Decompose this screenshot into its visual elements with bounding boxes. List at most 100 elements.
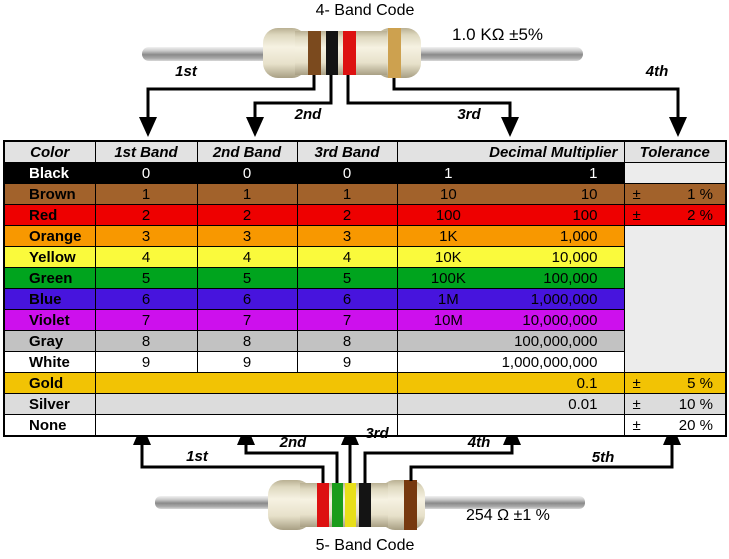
bottom-arrow-5th-line [409,442,674,481]
table-row-blue: Blue 6 6 6 1M 1,000,000 [3,288,726,310]
bottom-arrow-label-3rd: 3rd [365,425,389,442]
multiplier-cell: 10 10 [396,183,625,205]
multiplier-values: 0.01 [398,395,623,414]
header-band1: 1st Band [94,140,198,163]
tolerance-cell: ±1 % [623,183,727,205]
color-name-cell: Brown [3,183,96,205]
color-name-cell: Green [3,267,96,289]
band-value-cell: 0 [196,162,298,184]
band-value-cell: 1 [196,183,298,205]
tolerance-percent: 1 % [687,185,713,203]
color-code-table: Color 1st Band 2nd Band 3rd Band Decimal… [3,140,727,437]
color-name-cell: None [3,414,96,437]
multiplier-long-value: 10,000,000 [522,311,598,329]
top-arrowhead-1st [139,117,157,137]
top-arrow-1st-line [146,75,316,120]
bottom-resistor-band-brown [404,480,417,530]
color-name-cell: Gray [3,330,96,352]
table-row-gray: Gray 8 8 8 100,000,000 [3,330,726,352]
color-name-cell: Gold [3,372,96,394]
top-arrowhead-2nd [246,117,264,137]
band-value-cell: 3 [296,225,398,247]
top-arrow-label-2nd: 2nd [294,106,322,123]
tolerance-percent: 20 % [678,416,713,434]
bottom-resistor-band-yellow [345,483,356,527]
bottom-resistor-band-red [317,483,329,527]
top-resistor-band-brown [308,31,321,75]
tolerance-cell: ±10 % [623,393,727,415]
table-row-red: Red 2 2 2 100 100 ±2 % [3,204,727,226]
tolerance-cell: ±5 % [623,372,727,394]
tolerance-empty-cell [623,162,727,184]
tolerance-value: ±1 % [625,185,725,204]
band-value-cell: 2 [196,204,298,226]
top-arrow-label-3rd: 3rd [457,106,481,123]
band-value-cell: 5 [94,267,198,289]
multiplier-cell [396,414,625,437]
top-resistor-band-red [343,31,356,75]
merged-band-cell [94,414,398,437]
multiplier-values: 10M 10,000,000 [398,311,623,330]
tolerance-percent: 5 % [687,374,713,392]
multiplier-short-value: 1 [444,164,453,182]
band-value-cell: 7 [296,309,398,331]
top-resistor-band-gold [388,28,401,78]
multiplier-long-value: 1,000,000 [530,290,598,308]
header-band3: 3rd Band [296,140,398,163]
table-header-row: Color 1st Band 2nd Band 3rd Band Decimal… [3,140,727,163]
band-value-cell: 7 [94,309,198,331]
bottom-arrow-4th-line [363,442,514,483]
color-name-cell: Violet [3,309,96,331]
multiplier-short-value: 10M [433,311,463,329]
multiplier-values: 10K 10,000 [398,248,623,267]
band-value-cell: 8 [296,330,398,352]
bottom-resistor-title: 5- Band Code [315,537,415,554]
band-value-cell: 9 [196,351,298,373]
band-value-cell: 5 [296,267,398,289]
top-resistor [142,28,583,78]
top-resistor-band-black [326,31,338,75]
bottom-arrow-label-4th: 4th [467,434,491,451]
top-resistor-title: 4- Band Code [315,2,415,19]
table-row-silver: Silver 0.01 ±10 % [3,393,727,415]
multiplier-cell: 1M 1,000,000 [396,288,625,310]
multiplier-long-value: 10,000 [551,248,598,266]
color-name-cell: Yellow [3,246,96,268]
multiplier-short-value: 1M [437,290,459,308]
top-arrowhead-4th [669,117,687,137]
bottom-arrow-1st-line [140,442,325,483]
multiplier-cell: 0.1 [396,372,625,394]
multiplier-long-value: 0.01 [568,395,598,413]
bottom-arrow-label-5th: 5th [591,449,615,466]
top-arrow-label-4th: 4th [645,63,669,80]
table-row-black: Black 0 0 0 1 1 [3,162,727,184]
header-decimal-multiplier: Decimal Multiplier [396,140,625,163]
table-row-green: Green 5 5 5 100K 100,000 [3,267,726,289]
plus-minus-sign: ± [632,185,641,203]
top-arrow-heads [139,117,687,137]
color-code-table-body: Black 0 0 0 1 1 Brown 1 1 1 10 10 ±1 % Red 2 2 2 100 100 ±2… [3,162,727,437]
band-value-cell: 9 [296,351,398,373]
tolerance-value: ±5 % [625,374,725,393]
plus-minus-sign: ± [632,206,641,224]
band-value-cell: 2 [94,204,198,226]
color-name-cell: Blue [3,288,96,310]
multiplier-values: 100,000,000 [398,332,623,351]
bottom-arrow-label-2nd: 2nd [279,434,307,451]
band-value-cell: 0 [94,162,198,184]
multiplier-short-value: 10 [440,185,457,203]
multiplier-values: 10 10 [398,185,623,204]
plus-minus-sign: ± [632,395,641,413]
header-color: Color [3,140,96,163]
merged-band-cell [94,393,398,415]
multiplier-cell: 10M 10,000,000 [396,309,625,331]
multiplier-long-value: 1,000 [559,227,598,245]
multiplier-short-value: 100 [435,206,461,224]
table-row-brown: Brown 1 1 1 10 10 ±1 % [3,183,727,205]
tolerance-cell: ±20 % [623,414,727,437]
bottom-arrow-2nd-line [244,442,339,483]
multiplier-long-value: 0.1 [576,374,598,392]
multiplier-cell: 100 100 [396,204,625,226]
